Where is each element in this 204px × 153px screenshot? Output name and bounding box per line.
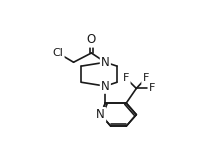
Text: N: N xyxy=(101,80,110,93)
Text: N: N xyxy=(96,108,105,121)
Text: F: F xyxy=(149,83,155,93)
Text: F: F xyxy=(142,73,149,83)
Text: N: N xyxy=(101,56,110,69)
Text: Cl: Cl xyxy=(53,48,63,58)
Text: F: F xyxy=(123,73,129,83)
Text: O: O xyxy=(87,33,96,46)
